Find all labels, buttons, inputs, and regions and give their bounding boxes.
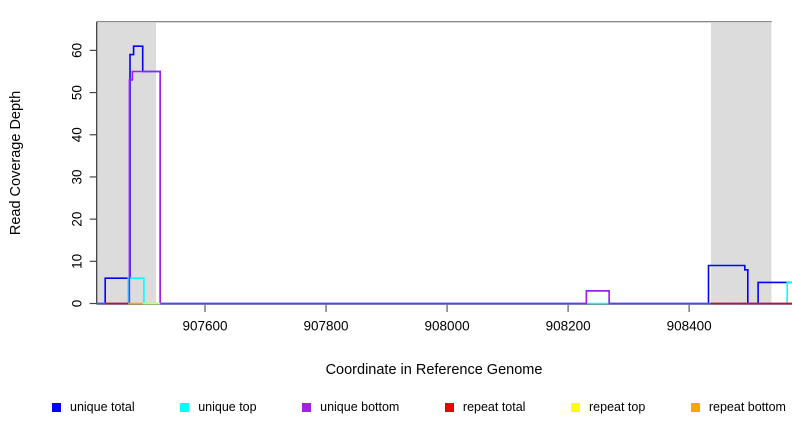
chart-canvas: 0 10 20 30 40 50 60 907600 907800 908000 908200 908…: [8, 21, 792, 378]
series-line-unique-total: [96, 45, 792, 305]
series-lines: [96, 45, 792, 305]
legend-item-unique-bottom: unique bottom: [302, 400, 399, 414]
legend-swatch-icon: [444, 402, 454, 412]
legend-label: repeat bottom: [708, 400, 786, 414]
y-tick-label: 50: [70, 85, 85, 100]
legend-item-unique-total: unique total: [52, 400, 135, 414]
legend-swatch-icon: [52, 402, 61, 412]
masked-regions: [96, 23, 772, 304]
masked-region: [710, 23, 772, 304]
y-tick-label: 0: [70, 300, 85, 308]
legend-swatch-icon: [690, 402, 700, 412]
legend-label: repeat top: [589, 400, 646, 414]
y-tick-label: 10: [70, 254, 85, 269]
y-axis-title: Read Coverage Depth: [8, 91, 24, 235]
y-tick-label: 60: [70, 43, 85, 58]
legend-item-repeat-bottom: repeat bottom: [690, 400, 786, 414]
legend-item-repeat-total: repeat total: [444, 400, 526, 414]
series-line-unique-top: [96, 277, 792, 305]
legend: unique total unique top unique bottom repea…: [52, 397, 786, 417]
legend-label: unique top: [198, 400, 257, 414]
legend-label: unique bottom: [320, 400, 400, 414]
x-tick-label: 908400: [667, 319, 712, 334]
legend-item-repeat-top: repeat top: [571, 400, 645, 414]
x-tick-label: 907600: [182, 319, 227, 334]
y-tick-label: 40: [70, 127, 85, 142]
masked-region: [96, 23, 157, 304]
legend-swatch-icon: [302, 402, 312, 412]
legend-label: unique total: [70, 400, 135, 414]
x-tick-label: 908200: [546, 319, 591, 334]
legend-label: repeat total: [462, 400, 526, 414]
y-tick-label: 20: [70, 212, 85, 227]
y-tick-label: 30: [70, 169, 85, 184]
legend-swatch-icon: [180, 402, 190, 412]
series-line-unique-bottom: [96, 70, 792, 305]
x-axis-title: Coordinate in Reference Genome: [326, 362, 543, 378]
x-tick-label: 908000: [425, 319, 470, 334]
legend-swatch-icon: [571, 402, 580, 412]
x-tick-label: 907800: [304, 319, 349, 334]
legend-item-unique-top: unique top: [180, 400, 257, 414]
axes: 0 10 20 30 40 50 60 907600 907800 908000 908200 908…: [70, 21, 792, 334]
